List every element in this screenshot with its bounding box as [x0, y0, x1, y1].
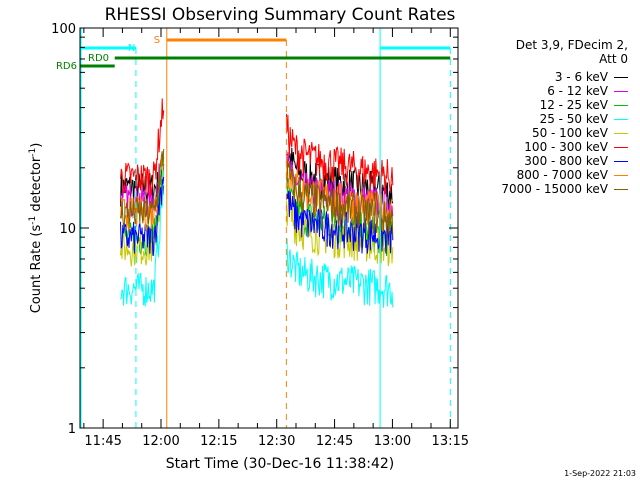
legend-entry-label: 300 - 800 keV	[524, 154, 608, 168]
marker-label-rd0: RD0	[88, 53, 109, 64]
legend-entry-swatch	[614, 161, 628, 162]
legend-entry-swatch	[614, 189, 628, 190]
series-line-first-interval	[120, 148, 165, 228]
y-tick-label: 100	[51, 22, 76, 37]
legend-header-line-2: Att 0	[599, 52, 628, 66]
y-axis-label-sup2: -1	[28, 148, 38, 157]
series-line-second-interval	[285, 160, 394, 238]
series-line-second-interval	[285, 113, 394, 196]
legend-entry: 300 - 800 keV	[524, 154, 628, 168]
y-axis-label-main: Count Rate (s	[29, 225, 44, 314]
series-line-second-interval	[286, 238, 394, 308]
marker-label-s: S	[154, 35, 160, 46]
legend-header-line-1: Det 3,9, FDecim 2,	[515, 38, 628, 52]
y-axis-label-sup1: -1	[28, 216, 38, 225]
x-tick-label: 13:00	[374, 434, 411, 449]
legend-entry-label: 3 - 6 keV	[554, 70, 608, 84]
generation-timestamp: 1-Sep-2022 21:03	[564, 469, 636, 478]
legend-entry-label: 12 - 25 keV	[539, 98, 608, 112]
series-line-first-interval	[120, 176, 165, 256]
legend-entry-swatch	[614, 77, 628, 78]
legend-entry: 12 - 25 keV	[540, 98, 628, 112]
legend-entry-swatch	[614, 133, 628, 134]
legend-entry-label: 7000 - 15000 keV	[501, 182, 608, 196]
x-tick-label: 12:45	[316, 434, 353, 449]
y-axis-label: Count Rate (s-1 detector-1)	[28, 143, 44, 314]
marker-label-n: N	[128, 43, 135, 54]
data-layer	[120, 98, 394, 308]
series-line-second-interval	[285, 194, 394, 267]
legend-entry-swatch	[614, 175, 628, 176]
legend-entry: 800 - 7000 keV	[517, 168, 628, 182]
legend-entry: 6 - 12 keV	[547, 84, 628, 98]
legend-entry: 7000 - 15000 keV	[501, 182, 628, 196]
legend-entry-swatch	[614, 147, 628, 148]
legend-entry: 25 - 50 keV	[540, 112, 628, 126]
legend-entry-swatch	[614, 105, 628, 106]
series-line-first-interval	[120, 98, 165, 197]
legend-entry: 3 - 6 keV	[555, 70, 628, 84]
y-tick-label: 1	[68, 422, 76, 437]
x-tick-label: 13:15	[432, 434, 469, 449]
legend-entry-label: 6 - 12 keV	[547, 84, 608, 98]
legend-entry-label: 50 - 100 keV	[531, 126, 608, 140]
y-tick-label: 10	[59, 222, 76, 237]
chart-title: RHESSI Observing Summary Count Rates	[105, 5, 456, 25]
plot-frame	[79, 27, 459, 429]
y-axis-label-mid: detector	[29, 156, 44, 216]
x-tick-label: 11:45	[84, 434, 121, 449]
legend-entry: 100 - 300 keV	[524, 140, 628, 154]
marker-layer: N S RD0 RD6	[56, 28, 451, 428]
legend-entry-label: 100 - 300 keV	[524, 140, 608, 154]
legend-entry-label: 800 - 7000 keV	[516, 168, 608, 182]
axis-layer: 1 10 100 11:45 12:00 12:15 12:30 12:45 13:00 13:1…	[51, 22, 469, 449]
legend-entry-label: 25 - 50 keV	[539, 112, 608, 126]
series-line-first-interval	[120, 170, 165, 307]
y-axis-label-end: )	[29, 143, 44, 148]
legend-entry: 50 - 100 keV	[532, 126, 628, 140]
marker-label-rd6: RD6	[56, 61, 77, 72]
x-tick-label: 12:00	[142, 434, 179, 449]
x-axis-label: Start Time (30-Dec-16 11:38:42)	[166, 456, 394, 472]
x-tick-label: 12:30	[258, 434, 295, 449]
series-line-second-interval	[285, 190, 394, 254]
x-tick-label: 12:15	[200, 434, 237, 449]
legend-entry-swatch	[614, 119, 628, 120]
legend-entry-swatch	[614, 91, 628, 92]
